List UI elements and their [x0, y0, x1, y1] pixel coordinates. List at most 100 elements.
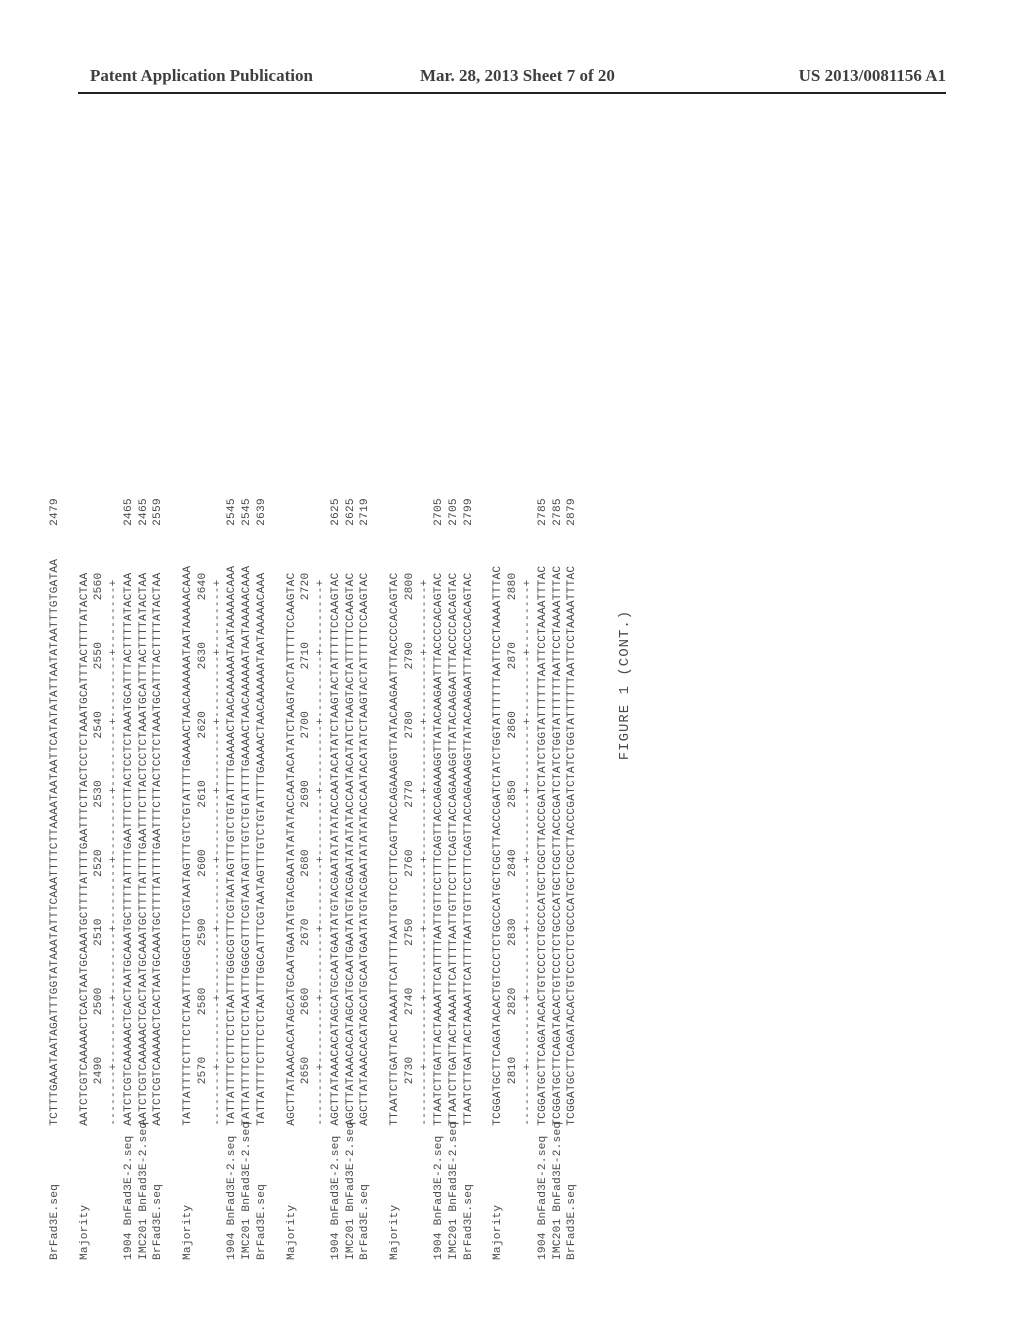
- row-label: BrFad3E.seq: [255, 1126, 270, 1260]
- row-seq: 2570 2580 2590 2600 2610 2620 2630 2640: [196, 552, 211, 1126]
- row-right-number: 2625: [329, 498, 344, 552]
- row-label: [403, 1126, 418, 1260]
- figure-caption: FIGURE 1 (CONT.): [617, 110, 633, 1260]
- row-seq: TCGGATGCTTCAGATACACTGTCCCTCTGCCCATGCTCGC…: [565, 552, 580, 1126]
- row-seq: AATCTCGTCAAAAACTCACTAATGCAAATGCTTTTATTTT…: [122, 552, 137, 1126]
- row-label: [166, 1126, 181, 1260]
- row-label: [314, 1126, 329, 1260]
- row-label: IMC201 BnFad3E-2.seq: [344, 1126, 359, 1260]
- row-right-number: 2625: [344, 498, 359, 552]
- alignment-row: --------+---------+---------+---------+-…: [314, 110, 329, 1260]
- alignment-row: BrFad3E.seq AATCTCGTCAAAAACTCACTAATGCAAA…: [151, 110, 166, 1260]
- header-rule: [78, 92, 946, 94]
- alignment-row: --------+---------+---------+---------+-…: [521, 110, 536, 1260]
- row-label: BrFad3E.seq: [565, 1126, 580, 1260]
- row-right-number: 2545: [225, 498, 240, 552]
- alignment-row: Majority TATTATTTTCTTTCTCTAATTTGGGCGTTTC…: [181, 110, 196, 1260]
- alignment-row: BrFad3E.seq TCTTTGAAATAATAGATTTGGTATAAAT…: [48, 110, 63, 1260]
- alignment-row: IMC201 BnFad3E-2.seqTTAATCTTGATTACTAAAAT…: [447, 110, 462, 1260]
- row-label: [418, 1126, 433, 1260]
- alignment-row: BrFad3E.seq TTAATCTTGATTACTAAAATTCATTTTA…: [462, 110, 477, 1260]
- row-seq: AATCTCGTCAAAAACTCACTAATGCAAATGCTTTTATTTT…: [151, 552, 166, 1126]
- row-label: Majority: [78, 1126, 93, 1260]
- row-seq: 2810 2820 2830 2840 2850 2860 2870 2880: [506, 552, 521, 1126]
- alignment-row: --------+---------+---------+---------+-…: [211, 110, 226, 1260]
- alignment-row: 2650 2660 2670 2680 2690 2700 2710 2720: [299, 110, 314, 1260]
- alignment-row: 1904 BnFad3E-2.seq TATTATTTTCTTTCTCTAATT…: [225, 110, 240, 1260]
- row-right-number: 2465: [137, 498, 152, 552]
- row-seq: --------+---------+---------+---------+-…: [211, 552, 226, 1126]
- row-seq: TCGGATGCTTCAGATACACTGTCCCTCTGCCCATGCTCGC…: [536, 552, 551, 1126]
- row-right-number: 2545: [240, 498, 255, 552]
- sequence-alignment: BrFad3E.seq TCTTTGAAATAATAGATTTGGTATAAAT…: [48, 110, 595, 1260]
- row-right-number: 2639: [255, 498, 270, 552]
- row-label: [211, 1126, 226, 1260]
- row-label: IMC201 BnFad3E-2.seq: [240, 1126, 255, 1260]
- alignment-rotated-wrap: BrFad3E.seq TCTTTGAAATAATAGATTTGGTATAAAT…: [48, 110, 976, 1260]
- row-label: IMC201 BnFad3E-2.seq: [447, 1126, 462, 1260]
- row-seq: [166, 552, 181, 1126]
- row-seq: --------+---------+---------+---------+-…: [314, 552, 329, 1126]
- alignment-row: Majority AGCTTATAAACACATAGCATGCAATGAATAT…: [285, 110, 300, 1260]
- row-right-number: 2879: [565, 498, 580, 552]
- row-seq: TTAATCTTGATTACTAAAATTCATTTTAATTGTTCCTTTC…: [447, 552, 462, 1126]
- alignment-row: 1904 BnFad3E-2.seq TCGGATGCTTCAGATACACTG…: [536, 110, 551, 1260]
- alignment-row: BrFad3E.seq AGCTTATAAACACATAGCATGCAATGAA…: [358, 110, 373, 1260]
- row-seq: TCGGATGCTTCAGATACACTGTCCCTCTGCCCATGCTCGC…: [491, 552, 506, 1126]
- row-label: BrFad3E.seq: [462, 1126, 477, 1260]
- alignment-row: 2810 2820 2830 2840 2850 2860 2870 2880: [506, 110, 521, 1260]
- row-label: [373, 1126, 388, 1260]
- row-right-number: 2785: [536, 498, 551, 552]
- header-right: US 2013/0081156 A1: [799, 66, 946, 86]
- row-label: 1904 BnFad3E-2.seq: [329, 1126, 344, 1260]
- row-right-number: 2465: [122, 498, 137, 552]
- alignment-row: BrFad3E.seq TATTATTTTCTTTCTCTAATTTGGCATT…: [255, 110, 270, 1260]
- page: Patent Application Publication Mar. 28, …: [0, 0, 1024, 1320]
- row-seq: [63, 552, 78, 1126]
- row-seq: TTAATCTTGATTACTAAAATTCATTTTAATTGTTCCTTTC…: [462, 552, 477, 1126]
- row-label: Majority: [285, 1126, 300, 1260]
- row-seq: TATTATTTTCTTTCTCTAATTTGGGCGTTTCGTAATAGTT…: [240, 552, 255, 1126]
- row-right-number: 2799: [462, 498, 477, 552]
- row-right-number: 2479: [48, 498, 63, 552]
- row-label: [506, 1126, 521, 1260]
- row-seq: AGCTTATAAACACATAGCATGCAATGAATATGTACGAATA…: [329, 552, 344, 1126]
- row-seq: --------+---------+---------+---------+-…: [521, 552, 536, 1126]
- alignment-row: [580, 110, 595, 1260]
- alignment-row: --------+---------+---------+---------+-…: [107, 110, 122, 1260]
- alignment-row: [63, 110, 78, 1260]
- row-seq: 2730 2740 2750 2760 2770 2780 2790 2800: [403, 552, 418, 1126]
- row-label: [580, 1126, 595, 1260]
- row-label: [92, 1126, 107, 1260]
- row-label: Majority: [491, 1126, 506, 1260]
- row-label: BrFad3E.seq: [358, 1126, 373, 1260]
- header-left: Patent Application Publication: [90, 66, 313, 86]
- row-seq: [580, 552, 595, 1126]
- row-seq: [477, 552, 492, 1126]
- row-label: 1904 BnFad3E-2.seq: [432, 1126, 447, 1260]
- figure-sheet: BrFad3E.seq TCTTTGAAATAATAGATTTGGTATAAAT…: [48, 110, 976, 1260]
- row-label: [270, 1126, 285, 1260]
- row-seq: [373, 552, 388, 1126]
- row-right-number: 2559: [151, 498, 166, 552]
- header-mid: Mar. 28, 2013 Sheet 7 of 20: [420, 66, 615, 86]
- alignment-row: IMC201 BnFad3E-2.seqTCGGATGCTTCAGATACACT…: [551, 110, 566, 1260]
- alignment-row: Majority AATCTCGTCAAAAACTCACTAATGCAAATGC…: [78, 110, 93, 1260]
- row-right-number: 2719: [358, 498, 373, 552]
- alignment-row: [270, 110, 285, 1260]
- row-label: [477, 1126, 492, 1260]
- row-label: 1904 BnFad3E-2.seq: [536, 1126, 551, 1260]
- alignment-row: [373, 110, 388, 1260]
- row-label: BrFad3E.seq: [151, 1126, 166, 1260]
- row-seq: AGCTTATAAACACATAGCATGCAATGAATATGTACGAATA…: [285, 552, 300, 1126]
- row-label: Majority: [181, 1126, 196, 1260]
- alignment-row: [477, 110, 492, 1260]
- row-seq: 2490 2500 2510 2520 2530 2540 2550 2560: [92, 552, 107, 1126]
- row-seq: AATCTCGTCAAAAACTCACTAATGCAAATGCTTTTATTTT…: [78, 552, 93, 1126]
- row-seq: TATTATTTTCTTTCTCTAATTTGGGCGTTTCGTAATAGTT…: [225, 552, 240, 1126]
- row-seq: TCGGATGCTTCAGATACACTGTCCCTCTGCCCATGCTCGC…: [551, 552, 566, 1126]
- row-label: Majority: [388, 1126, 403, 1260]
- alignment-row: BrFad3E.seq TCGGATGCTTCAGATACACTGTCCCTCT…: [565, 110, 580, 1260]
- row-seq: TATTATTTTCTTTCTCTAATTTGGGCGTTTCGTAATAGTT…: [181, 552, 196, 1126]
- row-label: [521, 1126, 536, 1260]
